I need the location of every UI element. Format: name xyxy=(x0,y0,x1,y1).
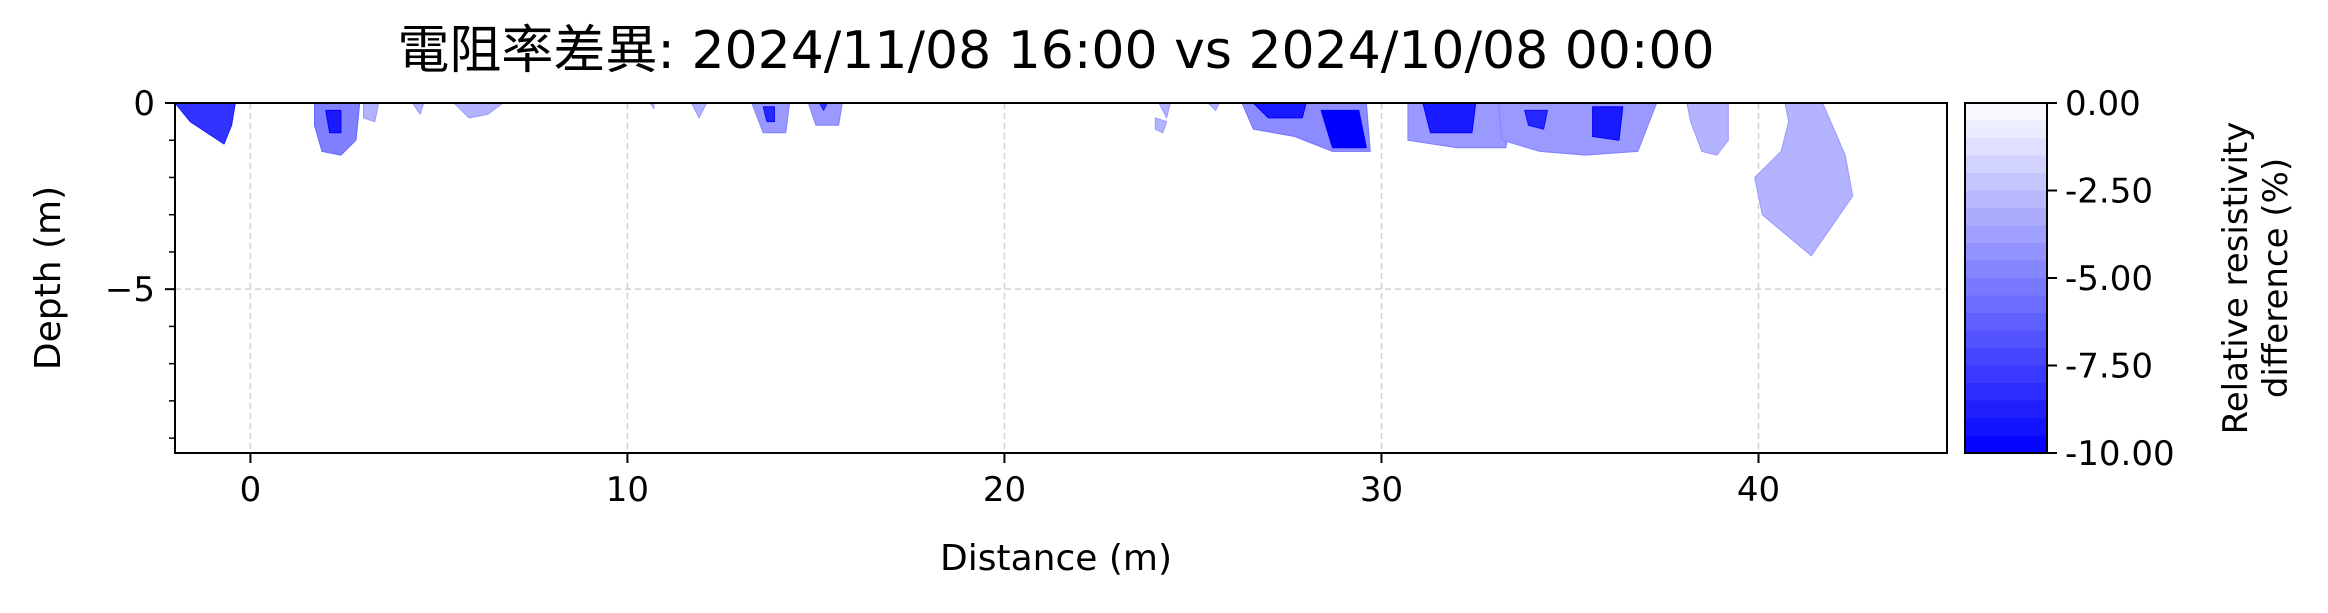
colorbar-band xyxy=(1965,418,2047,437)
plot-background xyxy=(175,103,1947,453)
anomaly-x34-core xyxy=(1524,109,1548,130)
anomaly-x2-core xyxy=(325,109,342,134)
colorbar-band xyxy=(1965,260,2047,279)
colorbar-band xyxy=(1965,103,2047,122)
y-axis-label: Depth (m) xyxy=(28,186,69,370)
anomaly-x15 xyxy=(807,103,843,126)
x-tick-label: 40 xyxy=(1737,470,1780,510)
anomaly-x27-core xyxy=(1252,103,1307,119)
anomaly-x31-core xyxy=(1422,103,1477,134)
anomaly-x3 xyxy=(363,103,380,123)
colorbar-band xyxy=(1965,138,2047,157)
grid-lines xyxy=(175,103,1947,453)
colorbar-bands xyxy=(1965,103,2047,454)
anomaly-x36-core xyxy=(1592,106,1624,141)
anomaly-x25 xyxy=(1207,103,1220,111)
x-tick-label: 20 xyxy=(983,470,1026,510)
colorbar-band xyxy=(1965,225,2047,244)
colorbar-band xyxy=(1965,400,2047,419)
colorbar-tick-label: -7.50 xyxy=(2065,347,2153,387)
colorbar-label-line1: Relative resistivity xyxy=(2216,122,2256,435)
colorbar-band xyxy=(1965,348,2047,367)
colorbar-band xyxy=(1965,365,2047,384)
anomaly-x29-core xyxy=(1320,109,1367,149)
plot-frame xyxy=(174,102,1948,454)
anomaly-x4 xyxy=(412,103,425,115)
colorbar-band xyxy=(1965,120,2047,139)
colorbar-band xyxy=(1965,173,2047,192)
colorbar-band xyxy=(1965,435,2047,454)
anomaly-x10 xyxy=(649,103,655,110)
colorbar-tick-label: -5.00 xyxy=(2065,259,2153,299)
colorbar-band xyxy=(1965,208,2047,227)
anomaly-x13-core xyxy=(762,106,775,123)
colorbar-tick-label: -10.00 xyxy=(2065,434,2175,474)
anomaly-contours xyxy=(175,103,1854,257)
x-tick-label: 30 xyxy=(1360,470,1403,510)
plot-area: 0 10 20 30 40 0 −5 xyxy=(105,84,1948,510)
colorbar-band xyxy=(1965,313,2047,332)
colorbar-ticks: 0.00 -2.50 -5.00 -7.50 -10.00 xyxy=(2047,84,2175,474)
x-axis-ticks: 0 10 20 30 40 xyxy=(240,453,1780,510)
x-tick-label: 0 xyxy=(240,470,262,510)
y-tick-label: −5 xyxy=(105,270,155,310)
anomaly-x24b xyxy=(1158,103,1171,119)
colorbar-tick-label: 0.00 xyxy=(2065,84,2141,124)
colorbar-band xyxy=(1965,190,2047,209)
anomaly-x38 xyxy=(1686,103,1729,156)
y-tick-label: 0 xyxy=(133,84,155,124)
anomaly-x15-core xyxy=(819,103,828,111)
colorbar-label-line2: difference (%) xyxy=(2256,158,2296,398)
colorbar-band xyxy=(1965,243,2047,262)
anomaly-x41 xyxy=(1754,103,1854,257)
anomaly-x24 xyxy=(1154,117,1168,134)
y-axis-ticks: 0 −5 xyxy=(105,84,175,439)
x-axis-label: Distance (m) xyxy=(940,538,1172,579)
colorbar-tick-label: -2.50 xyxy=(2065,172,2153,212)
colorbar-band xyxy=(1965,295,2047,314)
anomaly-x-1 xyxy=(175,103,236,145)
colorbar: 0.00 -2.50 -5.00 -7.50 -10.00 Relative resis… xyxy=(1964,84,2296,474)
x-tick-label: 10 xyxy=(606,470,649,510)
chart-title: 電阻率差異: 2024/11/08 16:00 vs 2024/10/08 00… xyxy=(397,21,1714,81)
colorbar-band xyxy=(1965,155,2047,174)
colorbar-band xyxy=(1965,330,2047,349)
anomaly-x12 xyxy=(691,103,708,119)
anomaly-x6 xyxy=(453,103,504,119)
colorbar-band xyxy=(1965,278,2047,297)
colorbar-band xyxy=(1965,383,2047,402)
